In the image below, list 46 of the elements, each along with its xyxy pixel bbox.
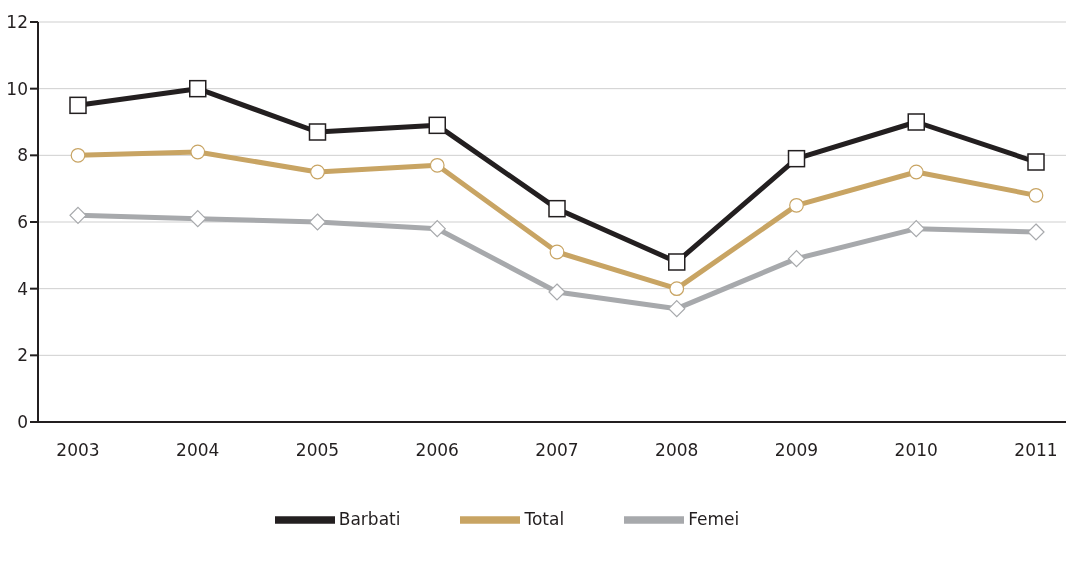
point bbox=[668, 253, 686, 271]
point bbox=[429, 157, 445, 173]
y-tick-label: 6 bbox=[17, 212, 28, 233]
point bbox=[308, 123, 327, 141]
legend-label: Femei bbox=[688, 509, 740, 529]
x-tick-label: 2006 bbox=[415, 440, 459, 461]
point bbox=[69, 96, 87, 115]
x-tick-label: 2011 bbox=[1014, 440, 1058, 461]
point bbox=[428, 116, 446, 135]
point bbox=[787, 250, 806, 268]
point bbox=[189, 79, 207, 98]
point bbox=[190, 144, 206, 160]
y-tick-label: 12 bbox=[6, 12, 28, 33]
y-tick-label: 8 bbox=[17, 145, 28, 166]
point bbox=[1027, 223, 1045, 241]
point bbox=[548, 199, 566, 218]
point bbox=[669, 281, 685, 297]
x-tick-label: 2003 bbox=[56, 440, 100, 461]
point bbox=[1027, 153, 1045, 171]
point bbox=[907, 113, 925, 131]
y-tick-label: 4 bbox=[17, 278, 28, 299]
point bbox=[908, 164, 924, 180]
x-tick-label: 2009 bbox=[774, 440, 819, 461]
point bbox=[310, 164, 325, 180]
point bbox=[548, 283, 566, 301]
point bbox=[69, 206, 87, 224]
y-tick-label: 0 bbox=[17, 412, 28, 433]
x-tick-label: 2010 bbox=[894, 440, 938, 461]
legend-label: Total bbox=[524, 509, 565, 529]
x-tick-label: 2008 bbox=[655, 440, 699, 461]
x-tick-label: 2007 bbox=[535, 440, 579, 461]
point bbox=[668, 300, 686, 318]
point bbox=[549, 244, 565, 260]
x-tick-label: 2004 bbox=[176, 440, 220, 461]
y-tick-label: 10 bbox=[6, 78, 28, 99]
point bbox=[428, 220, 446, 238]
y-tick-label: 2 bbox=[17, 345, 28, 366]
point bbox=[189, 210, 207, 228]
x-tick-label: 2005 bbox=[295, 440, 340, 461]
point bbox=[907, 220, 925, 238]
point bbox=[308, 213, 327, 231]
legend-label: Barbati bbox=[338, 509, 401, 529]
point bbox=[787, 149, 806, 168]
point bbox=[789, 197, 804, 213]
point bbox=[1028, 187, 1044, 203]
point bbox=[70, 147, 86, 163]
